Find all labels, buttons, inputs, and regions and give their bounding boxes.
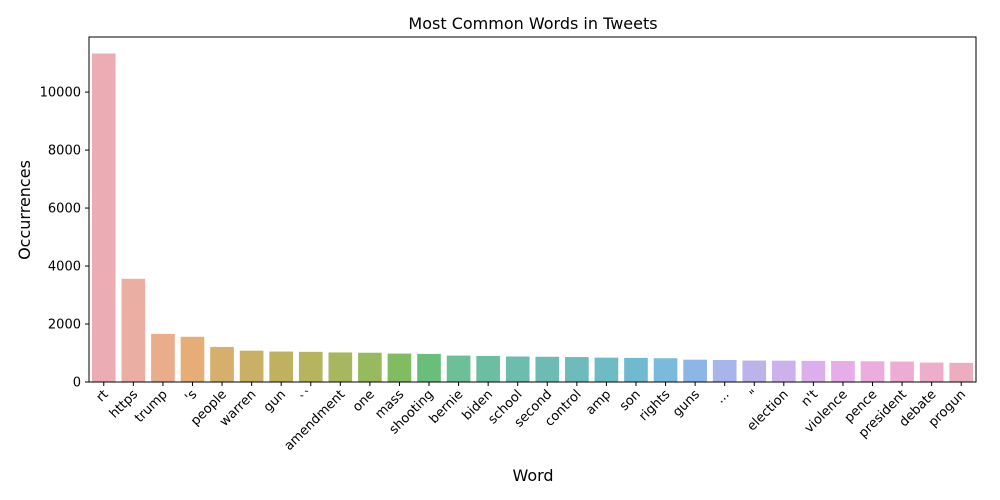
bar-28 xyxy=(919,362,944,382)
bar-7 xyxy=(298,351,323,382)
bar-2 xyxy=(151,333,175,382)
bar-24 xyxy=(801,360,826,382)
bar-29 xyxy=(949,362,974,382)
y-tick-label: 10000 xyxy=(40,86,81,101)
y-tick-label: 8000 xyxy=(48,144,81,159)
y-tick-label: 0 xyxy=(73,376,81,391)
bar-0 xyxy=(91,53,116,382)
x-tick-label: 's xyxy=(182,387,200,405)
y-axis-title: Occurrences xyxy=(15,160,34,260)
y-tick-label: 6000 xyxy=(48,202,81,217)
bar-22 xyxy=(742,360,767,382)
bar-8 xyxy=(328,352,353,382)
plot-frame xyxy=(88,36,977,383)
bar-23 xyxy=(771,360,796,382)
bar-21 xyxy=(712,359,737,382)
bar-19 xyxy=(653,358,678,382)
bar-10 xyxy=(387,353,412,382)
bar-25 xyxy=(831,360,855,382)
bar-11 xyxy=(417,353,441,382)
bar-18 xyxy=(624,357,648,382)
bar-14 xyxy=(505,356,530,382)
x-tick-label: n't xyxy=(799,387,822,410)
bar-3 xyxy=(180,336,205,382)
y-tick-label: 4000 xyxy=(48,260,81,275)
bar-26 xyxy=(860,361,885,382)
x-tick-label: gun xyxy=(261,387,289,415)
bar-27 xyxy=(890,361,914,382)
bar-16 xyxy=(565,357,589,382)
y-tick-label: 2000 xyxy=(48,318,81,333)
bar-4 xyxy=(210,346,234,382)
x-axis-title: Word xyxy=(512,466,553,485)
bar-5 xyxy=(239,350,264,382)
y-axis-ticks: 0 2000 4000 6000 8000 10000 xyxy=(40,86,89,391)
x-tick-label: trump xyxy=(132,387,171,426)
x-tick-label: `` xyxy=(299,387,319,407)
x-tick-label: " xyxy=(747,387,762,402)
bar-9 xyxy=(358,352,382,382)
x-tick-label: rt xyxy=(94,387,112,405)
bar-1 xyxy=(121,278,146,382)
x-tick-label: ... xyxy=(713,387,732,406)
bar-13 xyxy=(476,355,500,382)
bar-12 xyxy=(446,355,471,382)
bar-20 xyxy=(683,359,707,382)
x-tick-label: bernie xyxy=(427,387,467,427)
chart-title: Most Common Words in Tweets xyxy=(408,14,657,33)
bar-6 xyxy=(269,351,294,382)
x-tick-label: amp xyxy=(583,387,614,418)
bar-15 xyxy=(535,356,560,382)
x-tick-label: guns xyxy=(670,387,703,420)
bar-17 xyxy=(594,357,619,382)
x-tick-label: rights xyxy=(636,387,673,424)
bars-group xyxy=(91,53,974,382)
